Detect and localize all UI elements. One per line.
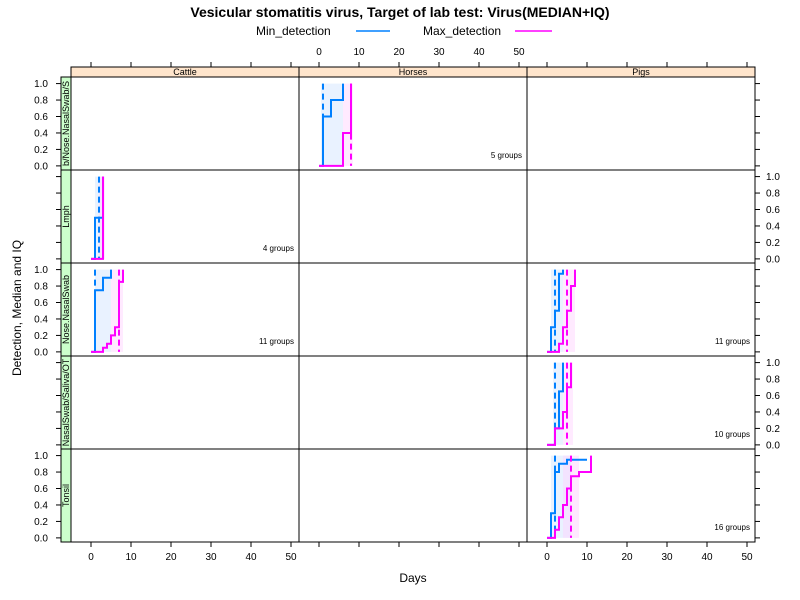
panel-frame <box>526 76 756 171</box>
y-tick-label: 0.8 <box>766 375 780 386</box>
y-tick-label: 0.8 <box>766 189 780 200</box>
y-tick-label: 1.0 <box>766 172 780 183</box>
x-tick-label: 0 <box>88 552 94 563</box>
x-tick-label: 40 <box>473 47 485 58</box>
panel-data: 16 groups <box>547 455 750 539</box>
x-tick-label: 30 <box>205 552 217 563</box>
y-tick-label: 0.6 <box>34 484 48 495</box>
panel-grid: Cattle Horses Pigs b/Nose.NasalSwab/S Lmph No… <box>60 66 756 543</box>
panel-frame <box>298 169 528 264</box>
panel-frame <box>70 76 300 171</box>
x-tick-label: 30 <box>661 552 673 563</box>
y-axis-title: Detection, Median and IQ <box>10 240 24 376</box>
x-tick-label: 20 <box>621 552 633 563</box>
row-strip-label: Lmph <box>61 205 71 228</box>
x-tick-label: 10 <box>581 552 593 563</box>
strip-label: Cattle <box>173 67 197 77</box>
x-tick-label: 0 <box>316 47 322 58</box>
row-strip-label: Tonsil <box>61 484 71 507</box>
y-tick-label: 0.6 <box>34 112 48 123</box>
max-detection-median-line <box>547 362 572 446</box>
x-axis-title: Days <box>399 571 426 585</box>
min-iq-band <box>321 83 343 166</box>
x-tick-label: 50 <box>285 552 297 563</box>
group-count-label: 11 groups <box>259 337 294 346</box>
group-count-label: 10 groups <box>714 430 750 439</box>
x-tick-label: 20 <box>393 47 405 58</box>
panel-data: 11 groups <box>547 269 750 353</box>
panel-data: 4 groups <box>91 176 294 260</box>
panel-data: 11 groups <box>91 269 294 353</box>
group-count-label: 16 groups <box>714 523 750 532</box>
panel-frame <box>298 262 528 357</box>
y-tick-label: 0.0 <box>34 347 48 358</box>
max-iq-band <box>343 83 353 166</box>
x-tick-label: 50 <box>513 47 525 58</box>
y-tick-label: 0.4 <box>34 500 48 511</box>
y-tick-label: 0.8 <box>34 282 48 293</box>
y-tick-label: 1.0 <box>34 265 48 276</box>
y-tick-label: 0.8 <box>34 468 48 479</box>
max-detection-median-line <box>547 455 592 539</box>
y-tick-label: 1.0 <box>766 358 780 369</box>
y-tick-label: 0.6 <box>34 298 48 309</box>
row-strip-label: Nose.NasalSwab <box>61 275 71 344</box>
panel-data: 10 groups <box>547 362 750 446</box>
y-tick-label: 1.0 <box>34 451 48 462</box>
legend-label-min-detection: Min_detection <box>256 24 331 38</box>
x-tick-label: 10 <box>353 47 365 58</box>
y-tick-label: 0.2 <box>34 331 48 342</box>
y-tick-label: 0.0 <box>34 533 48 544</box>
y-tick-label: 0.4 <box>34 128 48 139</box>
panel-data: 5 groups <box>319 83 522 167</box>
y-tick-label: 0.4 <box>766 221 780 232</box>
max-detection-median-line <box>91 176 104 260</box>
legend: Min_detection Max_detection <box>256 24 552 38</box>
y-tick-label: 0.6 <box>766 391 780 402</box>
y-tick-label: 0.8 <box>34 96 48 107</box>
panel-frame <box>526 169 756 264</box>
panel-frame <box>298 448 528 543</box>
panel-frame <box>526 448 756 543</box>
y-tick-label: 0.4 <box>766 407 780 418</box>
strip-label: Pigs <box>632 67 650 77</box>
x-tick-label: 20 <box>165 552 177 563</box>
panel-frame <box>70 355 300 450</box>
y-tick-label: 0.2 <box>766 238 780 249</box>
y-tick-label: 0.0 <box>766 254 780 265</box>
group-count-label: 4 groups <box>263 244 294 253</box>
y-tick-label: 0.0 <box>766 440 780 451</box>
y-tick-label: 0.2 <box>34 517 48 528</box>
x-tick-label: 40 <box>701 552 713 563</box>
panel-frame <box>298 355 528 450</box>
row-strip-label: b/Nose.NasalSwab/S <box>61 81 71 166</box>
row-strip-label: NasalSwab/Saliva/OT <box>61 358 71 446</box>
axes: 0 10 20 30 40 50 0 10 20 30 40 50 0 10 20 30 40 50 0.0 0.2 0… <box>34 47 780 563</box>
y-tick-label: 0.6 <box>766 205 780 216</box>
strip-label: Horses <box>399 67 428 77</box>
y-tick-label: 0.2 <box>34 145 48 156</box>
y-tick-label: 0.4 <box>34 314 48 325</box>
min-detection-median-line <box>547 458 587 539</box>
y-tick-label: 1.0 <box>34 79 48 90</box>
x-tick-label: 10 <box>125 552 137 563</box>
legend-label-max-detection: Max_detection <box>423 24 501 38</box>
x-tick-label: 0 <box>544 552 550 563</box>
group-count-label: 11 groups <box>715 337 750 346</box>
panel-frame <box>70 448 300 543</box>
y-tick-label: 0.0 <box>34 161 48 172</box>
max-detection-median-line <box>547 269 576 353</box>
x-tick-label: 40 <box>245 552 257 563</box>
x-tick-label: 30 <box>433 47 445 58</box>
y-tick-label: 0.2 <box>766 424 780 435</box>
chart-title: Vesicular stomatitis virus, Target of la… <box>190 4 609 20</box>
x-tick-label: 50 <box>741 552 753 563</box>
group-count-label: 5 groups <box>491 151 522 160</box>
